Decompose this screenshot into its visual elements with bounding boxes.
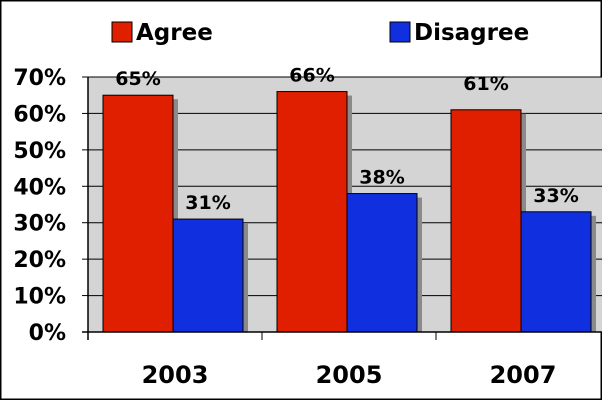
x-tick-label: 2007 bbox=[490, 361, 557, 389]
y-tick-label: 40% bbox=[13, 175, 66, 200]
bar-disagree-2007 bbox=[520, 211, 592, 333]
legend-label-disagree: Disagree bbox=[414, 20, 529, 46]
y-tick-label: 20% bbox=[13, 248, 66, 273]
y-tick-label: 70% bbox=[13, 66, 66, 91]
x-tick-label: 2003 bbox=[142, 361, 209, 389]
legend-label-agree: Agree bbox=[136, 20, 213, 46]
data-label: 33% bbox=[533, 185, 578, 207]
y-tick-label: 60% bbox=[13, 102, 66, 127]
data-label: 65% bbox=[115, 68, 160, 90]
bar-disagree-2003 bbox=[172, 218, 244, 333]
bar-agree-2005 bbox=[276, 91, 348, 333]
bar-agree-2007 bbox=[450, 109, 522, 333]
bar-agree-2003 bbox=[102, 94, 174, 333]
data-label: 38% bbox=[359, 167, 404, 189]
y-tick-label: 10% bbox=[13, 285, 66, 310]
y-tick-label: 0% bbox=[29, 321, 66, 346]
data-label: 31% bbox=[185, 192, 230, 214]
legend-swatch-agree bbox=[111, 21, 133, 43]
data-label: 61% bbox=[463, 73, 508, 95]
bar-disagree-2005 bbox=[346, 193, 418, 333]
legend-swatch-disagree bbox=[389, 21, 411, 43]
y-tick-label: 50% bbox=[13, 139, 66, 164]
y-tick-label: 30% bbox=[13, 212, 66, 237]
x-tick-label: 2005 bbox=[316, 361, 383, 389]
data-label: 66% bbox=[289, 65, 334, 87]
